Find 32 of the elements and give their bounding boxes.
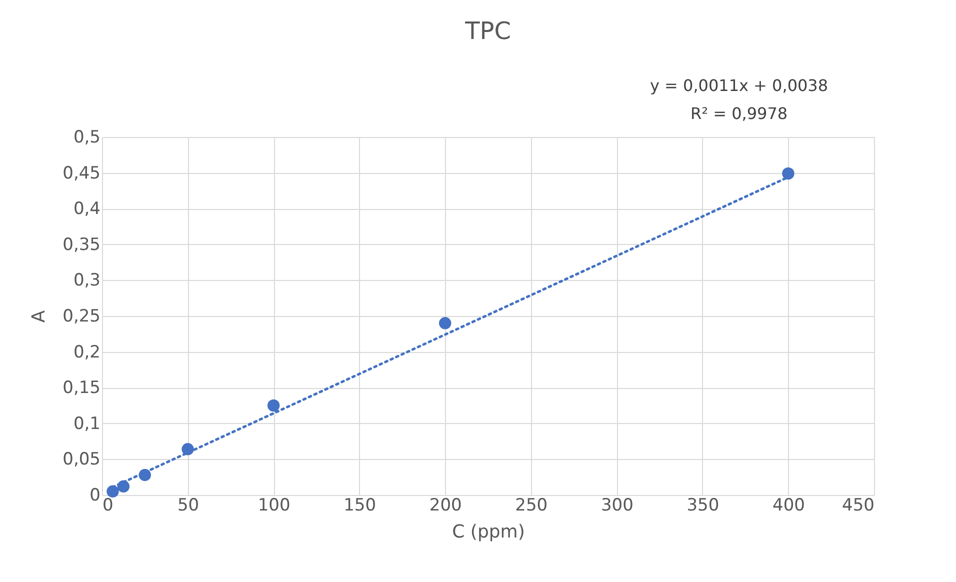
text: R² = 0,9978: [690, 104, 788, 123]
point: [182, 443, 194, 456]
y-axis-title: A: [28, 310, 50, 323]
x-tick-label: 450: [842, 496, 874, 516]
y-tick-label: 0,5: [73, 128, 100, 148]
y-tick-label: 0,1: [73, 414, 100, 434]
x-axis-title: C (ppm): [452, 522, 525, 542]
x-tick-label: 300: [600, 496, 634, 516]
point: [117, 480, 130, 493]
text: y = 0,0011x + 0,0038: [650, 76, 828, 95]
y-tick-label: 0,25: [62, 306, 100, 326]
point: [782, 167, 794, 180]
y-tick-label: 0,15: [62, 378, 100, 398]
y-tick-label: 0,4: [73, 199, 100, 220]
y-tick-label: 0,45: [62, 163, 100, 184]
point: [267, 399, 280, 412]
y-tick-label: 0,3: [73, 270, 100, 291]
chart-title: TPC: [464, 17, 511, 45]
x-tick-label: 400: [772, 496, 805, 516]
point: [138, 468, 152, 482]
x-tick-label: 150: [344, 496, 376, 516]
x-tick-label: 100: [258, 496, 290, 516]
x-tick-label: 50: [177, 496, 200, 516]
point: [106, 485, 119, 498]
y-tick-label: 0,2: [73, 342, 100, 362]
x-tick-label: 350: [686, 496, 720, 516]
x-tick-label: 200: [429, 496, 462, 516]
x-tick-label: 0: [102, 496, 114, 516]
x-tick-label: 250: [515, 496, 548, 516]
y-tick-label: 0,35: [62, 234, 100, 255]
point: [438, 317, 452, 330]
y-tick-label: 0,05: [62, 450, 100, 470]
